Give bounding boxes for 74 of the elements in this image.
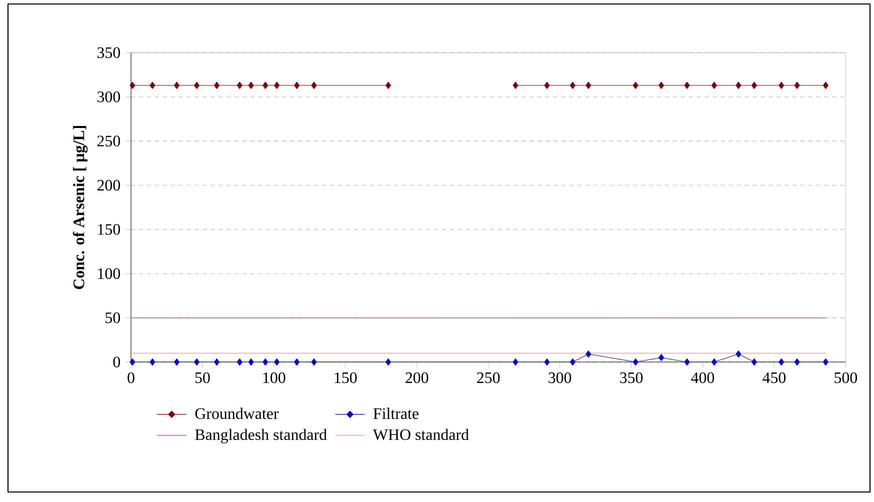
point [586, 350, 592, 358]
point [274, 358, 280, 366]
x-tick-label: 400 [691, 372, 714, 384]
point [130, 82, 136, 89]
y-tick-label: 200 [97, 180, 120, 191]
point [274, 82, 280, 89]
point [174, 82, 180, 89]
x-tick-label: 50 [195, 372, 210, 384]
point [194, 358, 200, 366]
legend-label: Bangladesh standard [195, 428, 327, 444]
point [570, 358, 576, 366]
point [711, 358, 717, 366]
y-tick-label: 350 [97, 47, 120, 58]
point [684, 358, 690, 366]
point [794, 82, 800, 89]
x-tick-label: 100 [263, 372, 286, 384]
point [236, 358, 242, 366]
point [262, 358, 268, 366]
x-tick-label: 0 [128, 372, 134, 384]
point [150, 358, 156, 366]
point [794, 358, 800, 366]
x-tick-label: 500 [834, 372, 858, 384]
legend-label: WHO standard [373, 428, 469, 440]
point [632, 358, 638, 366]
point [544, 358, 550, 366]
point [736, 82, 742, 89]
x-tick-label: 300 [548, 372, 572, 384]
point [751, 82, 757, 89]
point [311, 82, 317, 89]
point [294, 82, 300, 89]
point [822, 358, 828, 366]
x-tick-label: 250 [477, 372, 500, 384]
x-tick-label: 200 [406, 372, 428, 384]
point [544, 82, 550, 89]
y-tick-label: 100 [98, 268, 120, 279]
x-tick-label: 350 [620, 372, 643, 384]
point [512, 358, 518, 366]
point [711, 82, 717, 89]
point [658, 82, 664, 89]
y-tick-label: 300 [97, 91, 120, 102]
point [150, 82, 156, 89]
point [512, 82, 518, 89]
point [294, 358, 300, 366]
point [248, 82, 254, 89]
point [684, 82, 690, 89]
point [778, 82, 784, 89]
point [778, 358, 784, 366]
point [632, 82, 638, 89]
point [130, 358, 136, 366]
point [214, 358, 220, 366]
x-tick-label: 450 [762, 372, 786, 384]
y-tick-label: 250 [97, 136, 120, 146]
x-tick-label: 150 [334, 372, 357, 384]
y-tick-label: 150 [98, 224, 120, 235]
point [570, 82, 576, 89]
y-axis-title: Conc. of Arsenic [ µg/L] [72, 126, 88, 290]
point [386, 82, 392, 89]
point [751, 358, 757, 366]
point [311, 358, 317, 366]
point [214, 82, 220, 89]
point [586, 82, 592, 89]
point [386, 358, 392, 366]
point [248, 358, 254, 366]
point [736, 350, 742, 358]
point [194, 82, 200, 89]
point [174, 358, 180, 366]
point [262, 82, 268, 89]
y-tick-label: 50 [106, 312, 120, 324]
point [822, 82, 828, 89]
legend-label: Groundwater [195, 408, 279, 419]
point [658, 354, 664, 362]
legend-label: Filtrate [373, 408, 418, 419]
y-tick-label: 0 [113, 356, 120, 368]
point [236, 82, 242, 89]
